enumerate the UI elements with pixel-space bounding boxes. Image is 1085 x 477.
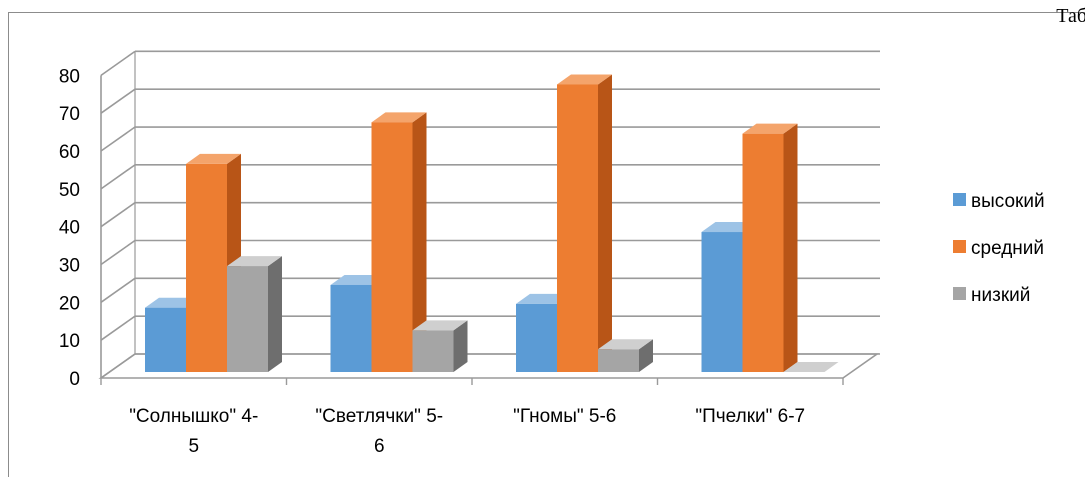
gridline-diagonal <box>100 164 136 190</box>
bar-top-средний <box>557 74 612 85</box>
floor <box>98 353 880 379</box>
bar-side-средний <box>412 112 427 373</box>
bar-высокий <box>330 284 372 372</box>
x-category-label: "Гномы" 5-6 <box>513 406 616 427</box>
legend-swatch-низкий <box>953 287 966 300</box>
x-category-label: "Светлячки" 5- <box>315 406 443 427</box>
bar-side-низкий <box>268 256 282 372</box>
bar-top-низкий <box>412 320 468 331</box>
bar-средний <box>742 133 784 372</box>
bar-side-низкий <box>639 339 653 372</box>
legend-label-средний: средний <box>971 238 1044 259</box>
y-tick-label: 10 <box>59 331 80 352</box>
gridline-diagonal <box>100 126 136 152</box>
x-category-label: "Солнышко" 4- <box>129 406 258 427</box>
bar-side-средний <box>598 74 612 372</box>
y-tick-label: 60 <box>59 142 80 163</box>
bar-top-низкий <box>598 339 653 350</box>
gridline-diagonal <box>100 315 136 341</box>
bar-средний <box>557 84 598 372</box>
bar-средний <box>371 122 413 373</box>
bar-низкий <box>412 330 454 372</box>
x-category-label: 6 <box>374 436 385 457</box>
gridline-diagonal <box>100 239 136 266</box>
x-category-label: "Пчелки" 6-7 <box>695 406 805 427</box>
x-category-label: 5 <box>188 436 199 457</box>
bar-top-средний <box>742 123 798 134</box>
legend-swatch-средний <box>953 240 966 253</box>
gridline-diagonal <box>100 88 136 114</box>
bar-низкий <box>227 266 268 372</box>
y-tick-label: 50 <box>59 180 80 201</box>
gridline-diagonal <box>100 277 136 303</box>
bar-top-средний <box>186 153 241 164</box>
chart-frame: Таб <box>8 5 1085 477</box>
corner-text: Таб <box>1056 5 1085 27</box>
legend-swatch-высокий <box>953 193 966 206</box>
bar-средний <box>186 163 227 372</box>
y-tick-label: 0 <box>69 369 80 390</box>
legend-label-высокий: высокий <box>971 191 1045 212</box>
bar-top-низкий <box>783 362 839 372</box>
bar-высокий <box>516 303 557 372</box>
gridline-diagonal <box>100 50 136 77</box>
y-tick-label: 70 <box>59 104 80 125</box>
y-tick-label: 30 <box>59 256 80 277</box>
bar-side-средний <box>783 123 798 373</box>
y-tick-label: 40 <box>59 218 80 239</box>
y-tick-label: 20 <box>59 293 80 314</box>
bar-низкий <box>598 349 639 372</box>
legend-label-низкий: низкий <box>971 285 1030 306</box>
bar-высокий <box>145 307 186 372</box>
bar-высокий <box>701 232 743 372</box>
y-tick-label: 80 <box>59 66 80 87</box>
gridline-diagonal <box>100 202 136 228</box>
bar-side-низкий <box>453 320 468 372</box>
bar-top-низкий <box>227 256 282 267</box>
bar-top-средний <box>371 112 427 123</box>
